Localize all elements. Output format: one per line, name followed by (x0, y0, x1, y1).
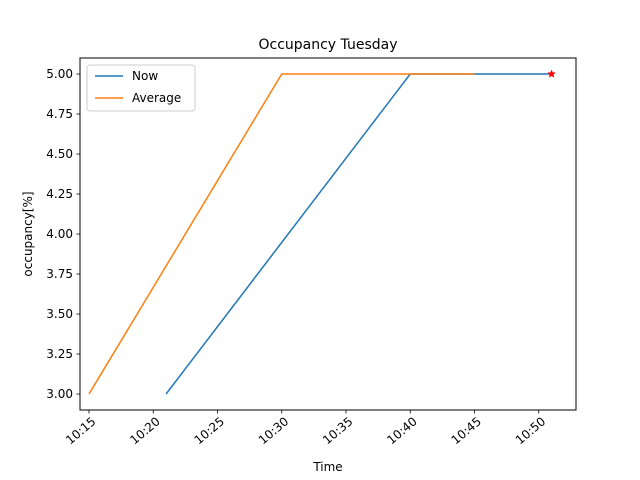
y-tick-label: 3.75 (46, 267, 73, 281)
legend-label-average: Average (132, 91, 181, 105)
legend-label-now: Now (132, 69, 158, 83)
y-tick-label: 4.50 (46, 147, 73, 161)
current-point-star-marker (547, 69, 557, 78)
legend: Now Average (86, 64, 196, 112)
series-line-average (88, 73, 475, 395)
y-tick-label: 4.75 (46, 107, 73, 121)
chart-title: Occupancy Tuesday (258, 37, 397, 53)
y-tick-label: 4.00 (46, 227, 73, 241)
y-tick-label: 5.00 (46, 67, 73, 81)
x-axis-label: Time (312, 460, 342, 474)
y-tick-label: 3.50 (46, 307, 73, 321)
y-axis-label: occupancy[%] (21, 191, 35, 276)
y-tick-label: 4.25 (46, 187, 73, 201)
y-axis: 3.00 3.25 3.50 3.75 4.00 4.25 4.50 4.75 5.00 (46, 67, 80, 401)
plot-area (88, 69, 557, 395)
y-tick-label: 3.00 (46, 387, 73, 401)
y-tick-label: 3.25 (46, 347, 73, 361)
